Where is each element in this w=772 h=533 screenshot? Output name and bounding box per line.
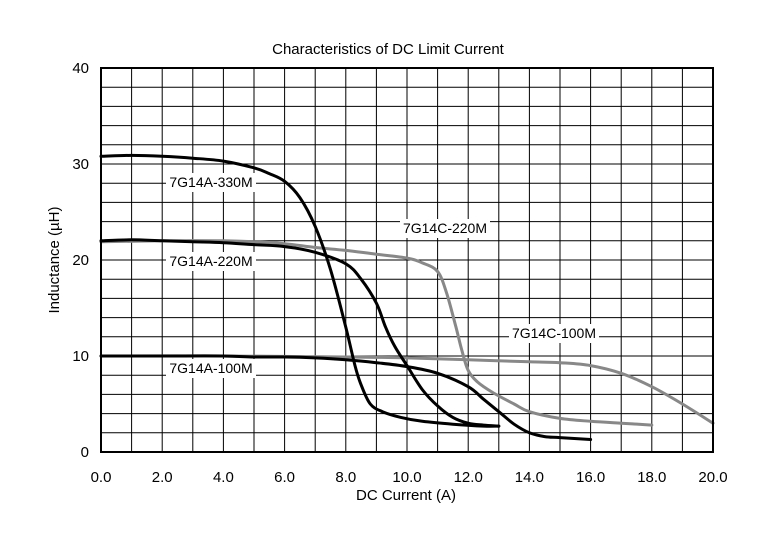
x-tick-label: 2.0 [152,469,173,486]
chart-title: Characteristics of DC Limit Current [272,41,505,58]
series-label-bg [400,219,490,238]
x-tick-label: 0.0 [91,469,112,486]
series-label-bg [166,252,256,271]
series-label-bg [509,324,599,343]
x-tick-label: 4.0 [213,469,234,486]
x-axis-label: DC Current (A) [356,487,456,504]
x-tick-label: 16.0 [576,469,605,486]
y-axis-label: Inductance (µH) [46,206,63,313]
plot-frame [100,67,714,453]
x-tick-labels: 0.0 2.0 4.0 6.0 8.0 10.0 12.0 14.0 16.0 18.0 20.0 [91,469,728,486]
x-tick-label: 6.0 [274,469,295,486]
series-label: 7G14A-330M [169,174,252,190]
series-labels-layer: 7G14A-330M 7G14A-220M 7G14A-100M 7G14C-220M… [166,173,599,378]
y-tick-label: 20 [72,252,89,269]
y-tick-label: 10 [72,348,89,365]
series-label-bg [166,173,256,192]
x-tick-label: 18.0 [637,469,666,486]
series-line-7g14a-100m [99,354,593,441]
series-layer [99,153,715,441]
series-label: 7G14C-100M [512,325,596,341]
series-label-bg [166,359,256,378]
y-tick-label: 30 [72,156,89,173]
series-label: 7G14C-220M [403,220,487,236]
x-tick-label: 8.0 [335,469,356,486]
x-tick-label: 10.0 [392,469,421,486]
series-line-7g14a-220m [99,238,501,428]
series-line-7g14c-220m [99,239,654,427]
x-tick-label: 20.0 [698,469,727,486]
x-tick-label: 14.0 [515,469,544,486]
series-label: 7G14A-100M [169,360,252,376]
series-line-7g14a-330m [99,153,501,428]
y-tick-label: 40 [72,60,89,77]
x-tick-label: 12.0 [454,469,483,486]
y-tick-labels: 0 10 20 30 40 [72,60,89,461]
y-tick-label: 0 [81,444,89,461]
series-label: 7G14A-220M [169,253,252,269]
